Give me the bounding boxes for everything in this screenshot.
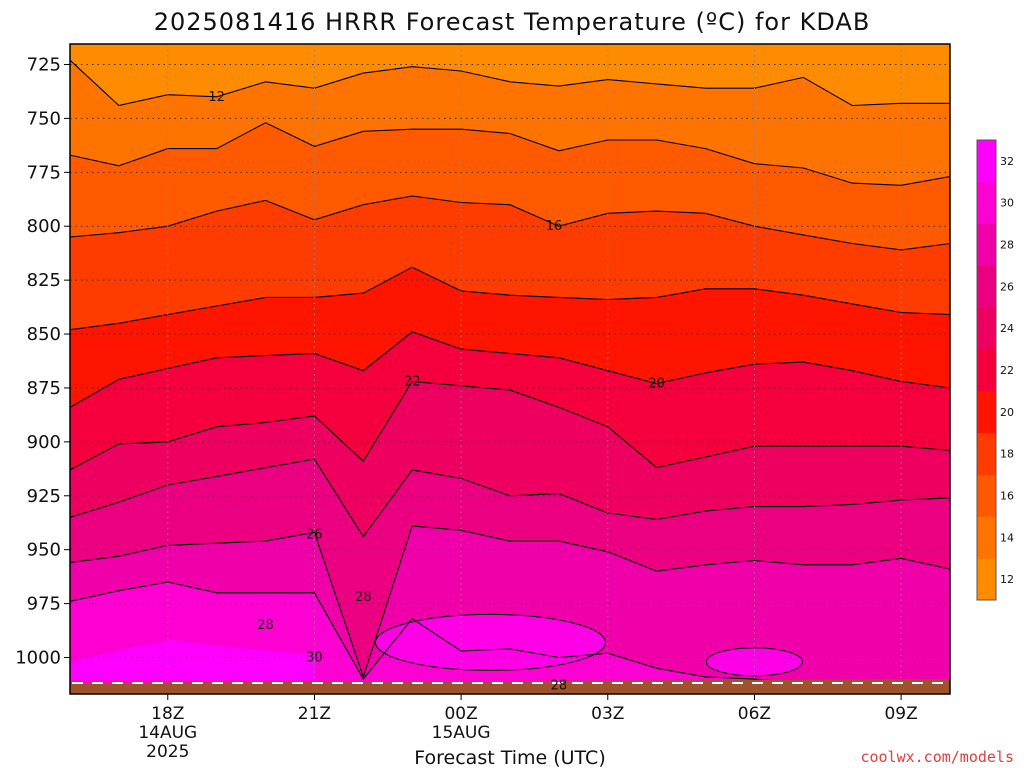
x-tick-label: 15AUG [432, 723, 491, 743]
plot-frame [69, 43, 951, 695]
x-tick-label: 2025 [146, 742, 189, 762]
warm-pocket-2 [705, 647, 803, 677]
y-tick-label: 775 [27, 162, 61, 183]
colorbar-label: 30 [1000, 197, 1014, 210]
colorbar-label: 28 [1000, 239, 1014, 252]
y-tick-label: 950 [27, 540, 61, 561]
x-tick-label: 09Z [884, 704, 917, 724]
colorbar-label: 24 [1000, 322, 1014, 335]
y-tick-label: 825 [27, 270, 61, 291]
isotherm-16 [69, 195, 951, 251]
y-tick-label: 750 [27, 108, 61, 129]
colorbar-swatch [977, 516, 996, 559]
contour-label: 12 [208, 90, 225, 105]
isotherm-14 [69, 122, 951, 186]
isotherm-22 [69, 380, 951, 471]
contour-label: 26 [306, 528, 323, 543]
colorbar-swatch [977, 474, 996, 517]
x-tick-label: 00Z [444, 704, 477, 724]
contour-label: 30 [306, 651, 323, 666]
colorbar-label: 22 [1000, 364, 1014, 377]
isotherm-18 [69, 266, 951, 331]
contour-labels: 12 16 22 20 26 28 28 30 28 [208, 90, 665, 694]
colorbar-swatch [977, 390, 996, 434]
colorbar-label: 32 [1000, 155, 1014, 168]
contour-label: 28 [355, 590, 372, 605]
y-tick-label: 975 [27, 594, 61, 615]
contour-fills [69, 43, 951, 695]
y-tick-label: 875 [27, 378, 61, 399]
isotherm-12 [69, 59, 950, 107]
colorbar-label: 16 [1000, 489, 1014, 502]
x-axis-label: Forecast Time (UTC) [414, 747, 605, 768]
x-tick-label: 14AUG [138, 723, 197, 743]
grid-lines [70, 44, 950, 694]
y-tick-label: 850 [27, 324, 61, 345]
x-tick-label: 18Z [151, 704, 184, 724]
colorbar-label: 18 [1000, 448, 1014, 461]
plot-area: 12 16 22 20 26 28 28 30 28 [69, 43, 951, 695]
contour-label: 22 [404, 374, 421, 389]
colorbar-label: 20 [1000, 406, 1014, 419]
x-tick-label: 21Z [298, 704, 331, 724]
isotherm-26 [69, 525, 951, 679]
colorbar-swatch [977, 140, 996, 183]
colorbar-label: 14 [1000, 531, 1014, 544]
contour-label: 28 [551, 679, 568, 694]
isotherm-20 [69, 331, 951, 408]
colorbar-swatch [977, 181, 996, 225]
x-tick-label: 06Z [738, 704, 771, 724]
colorbar-frame [976, 139, 997, 601]
colorbar-swatch [977, 265, 996, 308]
x-tick-label: 03Z [591, 704, 624, 724]
warm-pocket-3 [70, 640, 315, 680]
y-axis: 725 750 775 800 825 850 875 900 925 950 975 1000 [15, 55, 70, 669]
y-tick-label: 925 [27, 486, 61, 507]
warm-pocket-1 [374, 613, 606, 671]
y-tick-label: 900 [27, 432, 61, 453]
y-tick-label: 800 [27, 216, 61, 237]
chart-title: 2025081416 HRRR Forecast Temperature (ºC… [154, 8, 871, 36]
y-tick-label: 725 [27, 55, 61, 76]
credit-text: coolwx.com/models [860, 748, 1014, 766]
colorbar-swatch [977, 558, 996, 601]
colorbar-label: 26 [1000, 280, 1014, 293]
colorbar-label: 12 [1000, 573, 1014, 586]
colorbar: 12 14 16 18 20 22 24 26 28 30 32 [976, 139, 1014, 601]
colorbar-swatch [977, 349, 996, 392]
contour-label: 20 [648, 377, 665, 392]
terrain-band [70, 679, 950, 694]
contour-label: 16 [546, 219, 563, 234]
colorbar-swatch [977, 307, 996, 350]
y-tick-label: 1000 [15, 648, 61, 669]
colorbar-swatch [977, 432, 996, 476]
contour-label: 28 [257, 618, 274, 633]
colorbar-swatch [977, 223, 996, 266]
